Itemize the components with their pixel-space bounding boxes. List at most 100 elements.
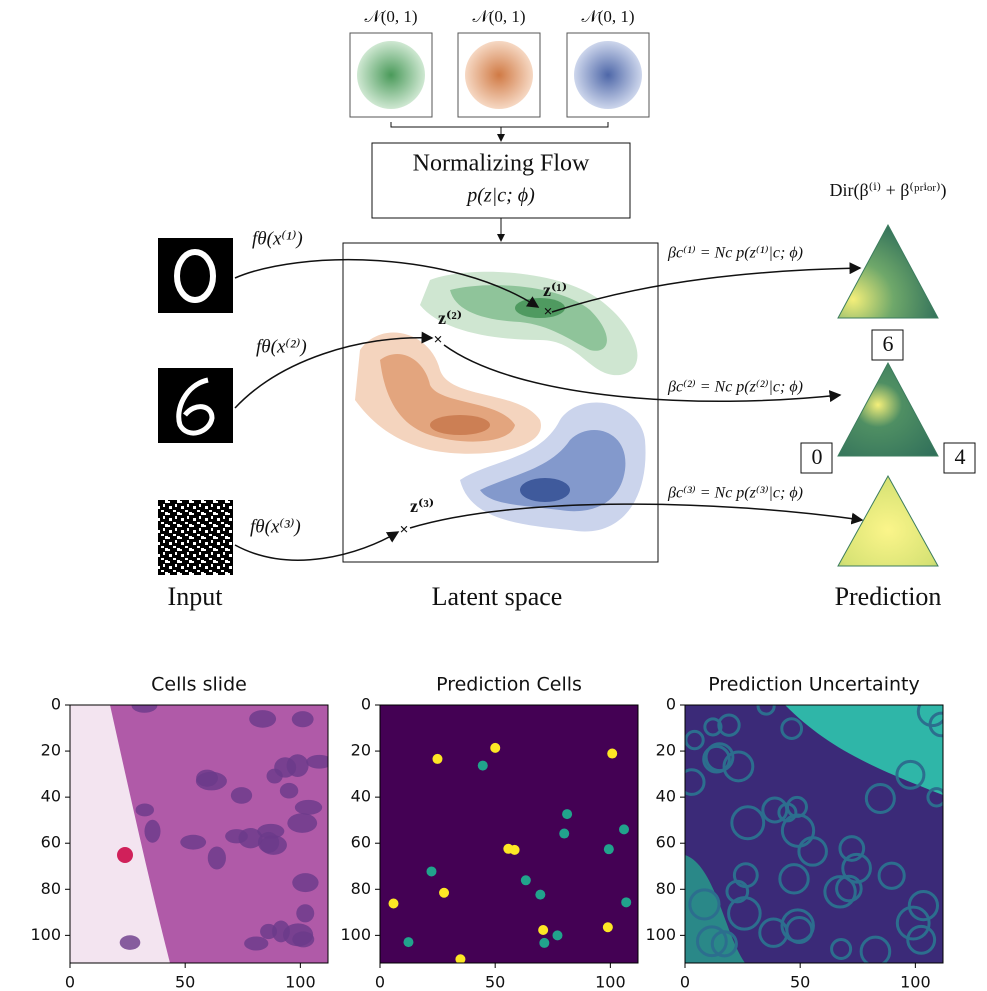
nucleus	[249, 710, 276, 728]
nucleus	[231, 787, 252, 804]
cell	[510, 845, 520, 855]
y-tick-label: 100	[30, 925, 61, 944]
x-tick-label: 0	[680, 973, 690, 991]
nucleus	[292, 873, 318, 892]
prior-label: 𝒩(0, 1)	[472, 7, 525, 26]
nucleus	[144, 820, 160, 843]
cell	[535, 890, 545, 900]
nucleus	[120, 935, 141, 950]
cell	[621, 897, 631, 907]
cell	[490, 743, 500, 753]
flow-subtitle: p(z|c; ϕ)	[465, 185, 535, 207]
panel-title: Prediction Uncertainty	[708, 674, 919, 696]
cell	[619, 824, 629, 834]
class-label: 4	[955, 444, 966, 469]
nucleus	[296, 904, 314, 922]
cell	[607, 749, 617, 759]
cell	[439, 888, 449, 898]
latent-label: z⁽³⁾	[410, 496, 434, 516]
beta-label: βc⁽³⁾ = Nc p(z⁽³⁾|c; ϕ)	[667, 485, 803, 502]
cell	[403, 937, 413, 947]
y-tick-label: 60	[656, 833, 676, 852]
y-tick-label: 0	[361, 695, 371, 714]
cell	[521, 875, 531, 885]
y-tick-label: 60	[351, 833, 371, 852]
figure: 𝒩(0, 1) 𝒩(0, 1) 𝒩(0, 1) Normalizing Flow…	[0, 0, 987, 991]
y-tick-label: 0	[666, 695, 676, 714]
nucleus	[292, 711, 314, 727]
panel-image	[380, 705, 638, 964]
cell	[538, 925, 548, 935]
y-tick-label: 20	[656, 741, 676, 760]
x-tick-label: 0	[375, 973, 385, 991]
nucleus	[280, 783, 298, 799]
beta-label: βc⁽²⁾ = Nc p(z⁽²⁾|c; ϕ)	[667, 379, 803, 396]
dirichlet-label: Dir(β⁽ⁱ⁾ + β⁽ᵖʳⁱᵒʳ⁾)	[830, 180, 947, 201]
latent-space: × × ×	[343, 243, 658, 562]
panel-image	[679, 697, 952, 965]
nucleus	[257, 824, 284, 839]
svg-text:×: ×	[433, 332, 442, 349]
y-tick-label: 80	[41, 879, 61, 898]
x-tick-label: 50	[485, 973, 505, 991]
y-tick-label: 20	[351, 741, 371, 760]
cell	[432, 754, 442, 764]
panel-title: Prediction Cells	[436, 674, 582, 696]
y-tick-label: 80	[351, 879, 371, 898]
beta-label: βc⁽¹⁾ = Nc p(z⁽¹⁾|c; ϕ)	[667, 245, 803, 262]
nucleus	[287, 813, 317, 833]
cell	[604, 844, 614, 854]
image-bg	[380, 705, 638, 963]
cell	[559, 829, 569, 839]
cell	[603, 922, 613, 932]
nucleus	[208, 846, 226, 869]
cell	[426, 866, 436, 876]
svg-text:×: ×	[543, 304, 552, 321]
x-tick-label: 100	[285, 973, 316, 991]
y-tick-label: 40	[41, 787, 61, 806]
cell	[539, 938, 549, 948]
y-tick-label: 100	[340, 925, 371, 944]
nucleus	[244, 936, 268, 950]
caption: Latent space	[432, 582, 563, 611]
prior-boxes	[350, 33, 649, 141]
y-tick-label: 80	[656, 879, 676, 898]
encoding-label: fθ(x⁽²⁾)	[256, 336, 307, 357]
nucleus	[136, 803, 154, 816]
inputs	[158, 238, 233, 575]
latent-label: z⁽¹⁾	[543, 280, 567, 300]
x-tick-label: 100	[595, 973, 626, 991]
x-tick-label: 50	[790, 973, 810, 991]
encoding-label: fθ(x⁽³⁾)	[250, 516, 301, 537]
flow-title: Normalizing Flow	[413, 151, 590, 177]
cell	[389, 899, 399, 909]
x-tick-label: 50	[175, 973, 195, 991]
nucleus	[295, 800, 322, 815]
svg-text:×: ×	[399, 522, 408, 539]
y-tick-label: 40	[656, 787, 676, 806]
nucleus	[180, 835, 206, 850]
caption: Input	[168, 582, 224, 611]
class-label: 6	[883, 331, 894, 356]
cell	[562, 809, 572, 819]
cell	[478, 761, 488, 771]
cell	[552, 930, 562, 940]
panel-title: Cells slide	[151, 674, 247, 696]
y-tick-label: 100	[645, 925, 676, 944]
x-tick-label: 0	[65, 973, 75, 991]
nucleus	[287, 754, 309, 777]
x-tick-label: 100	[900, 973, 931, 991]
y-tick-label: 0	[51, 695, 61, 714]
prior-label: 𝒩(0, 1)	[581, 7, 634, 26]
panel-image	[70, 698, 332, 963]
nucleus	[283, 923, 313, 946]
encoding-label: fθ(x⁽¹⁾)	[252, 228, 303, 249]
y-tick-label: 20	[41, 741, 61, 760]
nucleus	[196, 770, 218, 787]
class-label: 0	[812, 444, 823, 469]
y-tick-label: 60	[41, 833, 61, 852]
cell	[117, 847, 133, 863]
latent-label: z⁽²⁾	[438, 308, 462, 328]
y-tick-label: 40	[351, 787, 371, 806]
caption: Prediction	[835, 582, 942, 611]
